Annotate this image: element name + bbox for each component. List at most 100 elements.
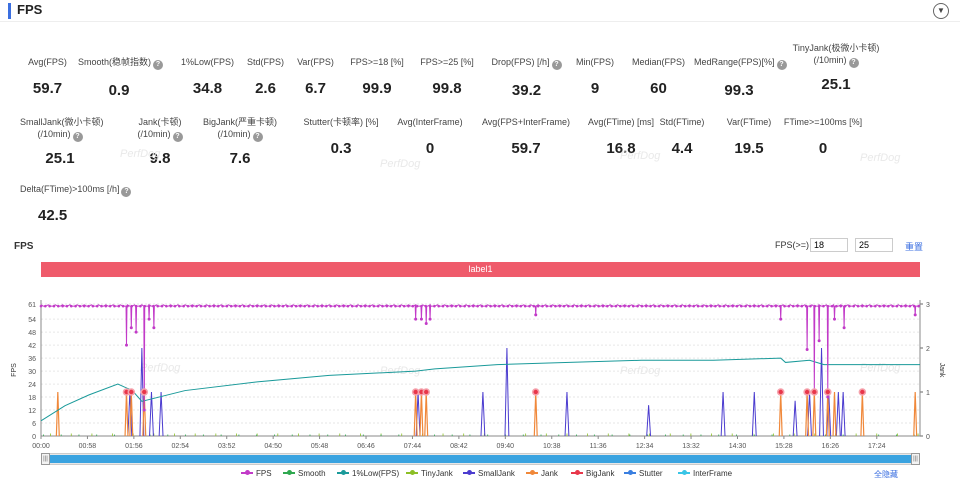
help-icon[interactable]: ? — [776, 60, 787, 70]
legend-item[interactable]: FPS — [241, 469, 272, 478]
stat-label: Avg(InterFrame) — [390, 116, 470, 128]
jank-spike — [805, 391, 810, 437]
scroll-handle-left[interactable]: ||| — [41, 453, 50, 465]
legend-item[interactable]: BigJank — [571, 469, 614, 478]
chart-legend: FPS Smooth 1%Low(FPS) TinyJank SmallJank Jank… — [0, 469, 960, 481]
stat-label-text: FTime>=100ms [%] — [783, 117, 863, 127]
reset-link[interactable]: 重置 — [905, 242, 924, 252]
fps-point — [640, 304, 644, 308]
legend-item[interactable]: Stutter — [624, 469, 663, 478]
fps-point — [290, 304, 294, 308]
stat-label: Stutter(卡顿率) [%] — [296, 116, 386, 128]
fps-point — [178, 304, 181, 308]
fps-point — [610, 304, 613, 308]
stat-value: 0 — [818, 140, 828, 157]
y-tick-label: 54 — [28, 317, 36, 324]
fps-threshold-input-1[interactable] — [810, 238, 848, 252]
stat-label: Jank(卡顿) (/10min)? — [120, 116, 200, 142]
fps-point — [264, 304, 268, 308]
collapse-chevron-icon[interactable]: ▼ — [933, 3, 949, 19]
fps-point — [199, 304, 203, 308]
fps-threshold-input-2[interactable] — [855, 238, 893, 252]
fps-point — [152, 304, 155, 308]
fps-point — [662, 304, 665, 308]
stat-label-text: SmallJank(微小卡顿) — [20, 117, 104, 127]
fps-point — [208, 304, 211, 308]
fps-point — [696, 304, 700, 308]
stat-value: 99.9 — [362, 80, 392, 97]
fps-point — [467, 304, 471, 308]
timeline-range-fill[interactable] — [50, 455, 911, 463]
fps-point — [260, 304, 263, 308]
legend-label: TinyJank — [421, 469, 453, 478]
stat-card: Jank(卡顿) (/10min)? 9.8 — [120, 116, 200, 167]
fps-point — [791, 304, 795, 308]
fps-point — [450, 304, 453, 308]
x-tick-label: 07:44 — [404, 443, 422, 450]
legend-item[interactable]: 1%Low(FPS) — [337, 469, 399, 478]
fps-point — [95, 304, 99, 308]
stat-card: Min(FPS) 9 — [570, 56, 620, 97]
fps-point — [368, 304, 371, 308]
stat-label-text: Avg(FTime) [ms] — [587, 117, 654, 127]
fps-point — [692, 304, 696, 308]
legend-item[interactable]: Jank — [526, 469, 558, 478]
fps-point — [100, 304, 103, 308]
fps-dip-point — [833, 317, 837, 321]
help-icon[interactable]: ? — [848, 58, 859, 68]
fps-point — [502, 304, 505, 308]
fps-point — [294, 304, 298, 308]
fps-point — [44, 304, 47, 308]
smalljank-spike — [819, 347, 824, 437]
hide-all-link[interactable]: 全隐藏 — [874, 470, 898, 479]
fps-point — [627, 304, 631, 308]
help-icon[interactable]: ? — [551, 60, 562, 70]
fps-point — [770, 304, 773, 308]
y2-axis-label: Jank — [938, 363, 945, 378]
fps-point — [679, 304, 683, 308]
fps-point — [147, 304, 151, 308]
fps-point — [580, 304, 583, 308]
fps-point — [675, 304, 678, 308]
fps-point — [82, 304, 86, 308]
fps-point — [532, 304, 536, 308]
y-tick-label: 12 — [28, 408, 36, 415]
stat-label-text: 1%Low(FPS) — [180, 57, 234, 67]
stat-card: Drop(FPS) [/h]? 39.2 — [484, 56, 569, 99]
stat-card: Avg(FTime) [ms] 16.8 — [576, 116, 666, 157]
legend-item[interactable]: Smooth — [283, 469, 326, 478]
stat-label: Avg(FPS+InterFrame) — [476, 116, 576, 128]
jank-spike — [124, 391, 129, 437]
jank-spike — [419, 391, 424, 437]
help-icon[interactable]: ? — [252, 132, 263, 142]
fps-point — [355, 304, 358, 308]
stat-value: 0 — [425, 140, 435, 157]
stat-label: 1%Low(FPS) — [170, 56, 245, 68]
stat-label-text: Std(FTime) — [659, 117, 705, 127]
fps-point — [631, 304, 635, 308]
timeline-scrollbar[interactable]: ||| ||| — [41, 453, 920, 465]
fps-point — [861, 304, 864, 308]
label-band[interactable]: label1 — [41, 262, 920, 277]
smalljank-spike — [720, 391, 726, 437]
help-icon[interactable]: ? — [172, 132, 183, 142]
legend-item[interactable]: SmallJank — [463, 469, 515, 478]
jank-spike — [832, 391, 837, 437]
stat-label: MedRange(FPS)[%]? — [694, 56, 787, 70]
bigjank-marker — [778, 389, 783, 395]
section-accent-bar — [8, 3, 11, 19]
jank-spike — [778, 391, 783, 437]
bigjank-marker — [424, 389, 429, 395]
legend-item[interactable]: InterFrame — [678, 469, 732, 478]
jank-spike — [812, 391, 817, 437]
legend-item[interactable]: TinyJank — [406, 469, 453, 478]
help-icon[interactable]: ? — [72, 132, 83, 142]
x-tick-label: 00:58 — [79, 443, 97, 450]
help-icon[interactable]: ? — [153, 60, 164, 70]
fps-point — [446, 304, 449, 308]
scroll-handle-right[interactable]: ||| — [911, 453, 920, 465]
stat-card: Median(FPS) 60 — [626, 56, 691, 97]
fps-point — [325, 304, 328, 308]
help-icon[interactable]: ? — [121, 187, 132, 197]
